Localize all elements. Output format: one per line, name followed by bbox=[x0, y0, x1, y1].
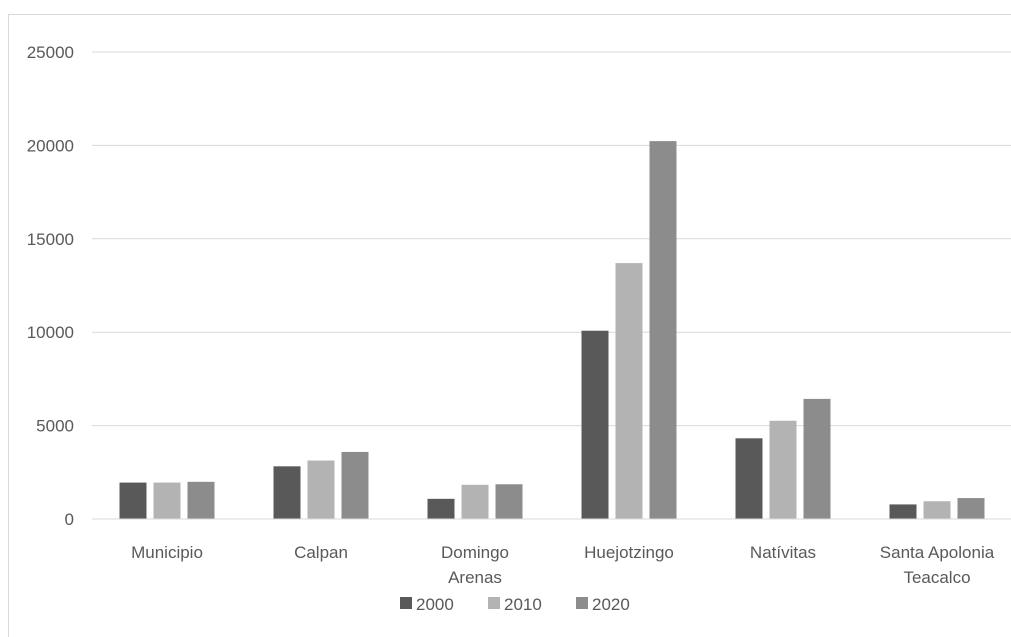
bar-2010-1 bbox=[307, 460, 335, 519]
category-label: Santa Apolonia bbox=[880, 543, 995, 562]
y-tick-label: 10000 bbox=[27, 323, 74, 342]
y-tick-label: 15000 bbox=[27, 230, 74, 249]
bar-2020-4 bbox=[803, 398, 831, 519]
bar-2020-5 bbox=[957, 498, 985, 519]
legend-label-2010: 2010 bbox=[504, 595, 542, 614]
bar-2020-3 bbox=[649, 141, 677, 519]
legend-swatch-2010 bbox=[488, 597, 500, 609]
chart-area-border bbox=[8, 14, 1011, 637]
bar-2020-2 bbox=[495, 484, 523, 519]
y-tick-label: 25000 bbox=[27, 43, 74, 62]
category-label: Natívitas bbox=[750, 543, 816, 562]
bar-2010-4 bbox=[769, 420, 797, 519]
category-label: Municipio bbox=[131, 543, 203, 562]
y-axis-tick-labels: 0 5000 10000 15000 20000 25000 bbox=[27, 43, 74, 529]
bar-2000-0 bbox=[119, 482, 147, 519]
category-label: Arenas bbox=[448, 568, 502, 587]
y-tick-label: 20000 bbox=[27, 136, 74, 155]
legend-swatch-2020 bbox=[576, 597, 588, 609]
legend: 2000 2010 2020 bbox=[400, 595, 630, 614]
bar-2000-4 bbox=[735, 438, 763, 519]
y-tick-label: 5000 bbox=[36, 417, 74, 436]
bar-2010-5 bbox=[923, 501, 951, 519]
y-tick-label: 0 bbox=[65, 510, 74, 529]
bar-2000-2 bbox=[427, 498, 455, 519]
bar-2010-3 bbox=[615, 263, 643, 519]
bar-2020-1 bbox=[341, 451, 369, 519]
bar-2000-3 bbox=[581, 330, 609, 519]
category-label: Teacalco bbox=[903, 568, 970, 587]
gridlines bbox=[92, 51, 1011, 427]
bar-2000-5 bbox=[889, 504, 917, 519]
bar-2000-1 bbox=[273, 466, 301, 519]
category-label: Huejotzingo bbox=[584, 543, 674, 562]
bar-2010-2 bbox=[461, 484, 489, 519]
legend-label-2000: 2000 bbox=[416, 595, 454, 614]
x-axis-category-labels: Municipio Calpan Domingo Arenas Huejotzingo N… bbox=[131, 543, 995, 587]
legend-swatch-2000 bbox=[400, 597, 412, 609]
bar-2010-0 bbox=[153, 482, 181, 519]
legend-label-2020: 2020 bbox=[592, 595, 630, 614]
bars bbox=[119, 141, 985, 519]
category-label: Domingo bbox=[441, 543, 509, 562]
bar-2020-0 bbox=[187, 481, 215, 519]
category-label: Calpan bbox=[294, 543, 348, 562]
